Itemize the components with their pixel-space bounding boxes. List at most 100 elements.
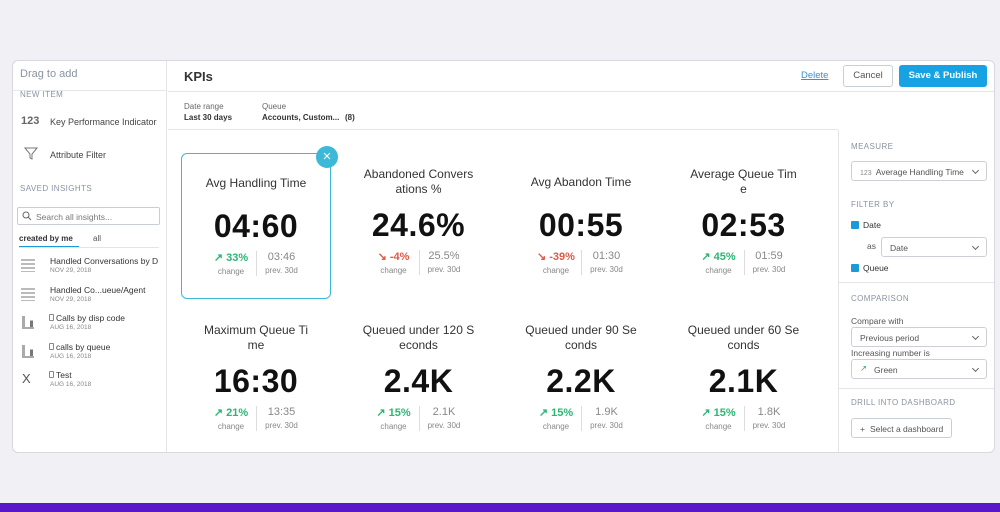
- kpi-card[interactable]: Avg Abandon Time 00:55 ↘ -39% change 01:30 pre…: [506, 153, 656, 299]
- section-heading: COMPARISON: [851, 294, 910, 303]
- change: ↗ 45% change: [694, 250, 744, 275]
- kpi-value: 16:30: [213, 363, 299, 399]
- filter-label: Date range: [184, 102, 224, 111]
- insight-date: NOV 29, 2018: [50, 267, 92, 274]
- change-value: ↘ -39%: [531, 250, 581, 263]
- search-box[interactable]: Search all insights...: [17, 207, 160, 225]
- change-label: change: [217, 267, 245, 276]
- insight-date: AUG 16, 2018: [50, 381, 92, 388]
- change-value: ↗ 45%: [694, 250, 744, 263]
- kpi-card[interactable]: × Avg Handling Time 04:60 ↗ 33% change 03:46 pr…: [181, 146, 338, 299]
- change-text: 15%: [713, 407, 736, 419]
- delete-button[interactable]: Delete: [801, 70, 829, 81]
- insight-item[interactable]: Handled Co...ueue/Agent NOV 29, 2018: [19, 285, 169, 309]
- page-title: KPIs: [184, 69, 213, 84]
- date-select[interactable]: Date: [881, 237, 987, 257]
- filter-icon: [24, 147, 38, 160]
- kpi-card[interactable]: Queued under 90 Seconds 2.2K ↗ 15% change 1.9…: [506, 321, 656, 451]
- kpi-card[interactable]: Maximum Queue Time 16:30 ↗ 21% change 13:35 pr…: [181, 321, 331, 451]
- measure-icon: 123: [860, 170, 872, 177]
- kpi-card[interactable]: Abandoned Conversations % 24.6% ↘ -4% change…: [344, 153, 494, 299]
- change-text: 21%: [226, 407, 249, 419]
- kpi-value: 2.1K: [708, 363, 779, 399]
- insight-name: Calls by disp code: [56, 313, 125, 323]
- kpi-compare: ↗ 21% change 13:35 prev. 30d: [181, 406, 331, 431]
- kpi-value: 04:60: [213, 208, 299, 244]
- prev-label: prev. 30d: [265, 266, 298, 275]
- kpi-title: Avg Abandon Time: [530, 174, 632, 189]
- measure-select[interactable]: 123 Average Handling Time: [851, 161, 987, 181]
- kpi-compare: ↗ 33% change 03:46 prev. 30d: [182, 251, 330, 276]
- checkbox[interactable]: Date: [851, 220, 881, 230]
- new-item[interactable]: Attribute Filter: [50, 150, 107, 160]
- change-label: change: [380, 266, 407, 275]
- previous: 1.9K prev. 30d: [581, 406, 631, 431]
- kpi-card[interactable]: Queued under 60 Seconds 2.1K ↗ 15% change 1.8…: [669, 321, 819, 451]
- publish-button[interactable]: Save & Publish: [899, 65, 987, 87]
- change-label: change: [217, 422, 245, 431]
- prev-label: prev. 30d: [752, 421, 786, 430]
- tab-active[interactable]: created by me: [19, 234, 79, 248]
- change-label: change: [705, 266, 732, 275]
- change-label: change: [380, 422, 407, 431]
- kpi-value: 2.4K: [383, 363, 454, 399]
- change-value: ↗ 33%: [206, 251, 256, 264]
- prev-value: 25.5%: [428, 250, 460, 262]
- app-window: Drag to add NEW ITEM 123 Key Performance…: [12, 60, 995, 453]
- change: ↗ 33% change: [206, 251, 256, 276]
- insight-item[interactable]: X Test AUG 16, 2018: [19, 370, 169, 394]
- change: ↗ 21% change: [206, 406, 256, 431]
- change-text: 45%: [713, 251, 736, 263]
- change-label: change: [542, 422, 570, 431]
- previous: 01:30 prev. 30d: [581, 250, 631, 275]
- prev-value: 1.8K: [757, 406, 781, 418]
- filter-value[interactable]: Last 30 days: [184, 113, 233, 122]
- color-select[interactable]: ↗ Green: [851, 359, 987, 379]
- lock-icon: [49, 371, 54, 378]
- kpi-card[interactable]: Average Queue Time 02:53 ↗ 45% change 01:59 pr…: [669, 153, 819, 299]
- kpi-title: Abandoned Conversations %: [363, 167, 474, 196]
- field-label: Compare with: [851, 316, 904, 326]
- kpi-value: 24.6%: [371, 207, 466, 243]
- checkbox[interactable]: Queue: [851, 263, 889, 273]
- insight-name: Handled Co...ueue/Agent: [50, 284, 146, 295]
- kpi-compare: ↗ 15% change 1.8K prev. 30d: [669, 406, 819, 431]
- kpi-card[interactable]: Queued under 120 Seconds 2.4K ↗ 15% change 2.…: [344, 321, 494, 451]
- new-item[interactable]: Key Performance Indicator: [50, 117, 157, 127]
- kpi-value: 00:55: [538, 207, 624, 243]
- prev-label: prev. 30d: [752, 265, 786, 274]
- close-button[interactable]: ×: [316, 146, 338, 168]
- kpi-compare: ↘ -39% change 01:30 prev. 30d: [506, 250, 656, 275]
- divider: [839, 282, 994, 283]
- kpi-title: Maximum Queue Time: [203, 323, 309, 352]
- insight-item[interactable]: calls by queue AUG 16, 2018: [19, 342, 169, 366]
- insight-name: calls by queue: [56, 341, 111, 352]
- section-heading: NEW ITEM: [20, 90, 64, 99]
- drill-button[interactable]: + Select a dashboard: [851, 418, 953, 438]
- prev-value: 13:35: [267, 406, 296, 418]
- previous: 25.5% prev. 30d: [418, 250, 469, 275]
- plus-icon: +: [860, 424, 865, 434]
- insight-item[interactable]: Calls by disp code AUG 16, 2018: [19, 313, 169, 337]
- section-heading: SAVED INSIGHTS: [20, 184, 93, 193]
- sidebar-title: Drag to add: [20, 68, 78, 80]
- search-placeholder: Search all insights...: [36, 212, 113, 222]
- prev-label: prev. 30d: [590, 265, 623, 274]
- kpi-title: Queued under 60 Seconds: [687, 323, 800, 352]
- trend-arrow: ↗: [538, 407, 549, 419]
- field-label: Increasing number is: [851, 348, 930, 358]
- checkbox-box: [851, 264, 859, 272]
- filter-value[interactable]: Accounts, Custom...: [262, 113, 340, 122]
- kpi-compare: ↗ 15% change 2.1K prev. 30d: [344, 406, 494, 431]
- kpi-compare: ↗ 45% change 01:59 prev. 30d: [669, 250, 819, 275]
- divider: [19, 247, 159, 248]
- kpi-title: Avg Handling Time: [205, 175, 307, 190]
- compare-select[interactable]: Previous period: [851, 327, 987, 347]
- change-text: -39%: [549, 251, 575, 263]
- change-text: 15%: [388, 407, 411, 419]
- cancel-button[interactable]: Cancel: [843, 65, 893, 87]
- tab[interactable]: all: [93, 234, 102, 243]
- insight-item[interactable]: Handled Conversations by D NOV 29, 2018: [19, 256, 169, 280]
- trend-arrow: ↘: [537, 251, 547, 263]
- prev-value: 1.9K: [595, 406, 618, 418]
